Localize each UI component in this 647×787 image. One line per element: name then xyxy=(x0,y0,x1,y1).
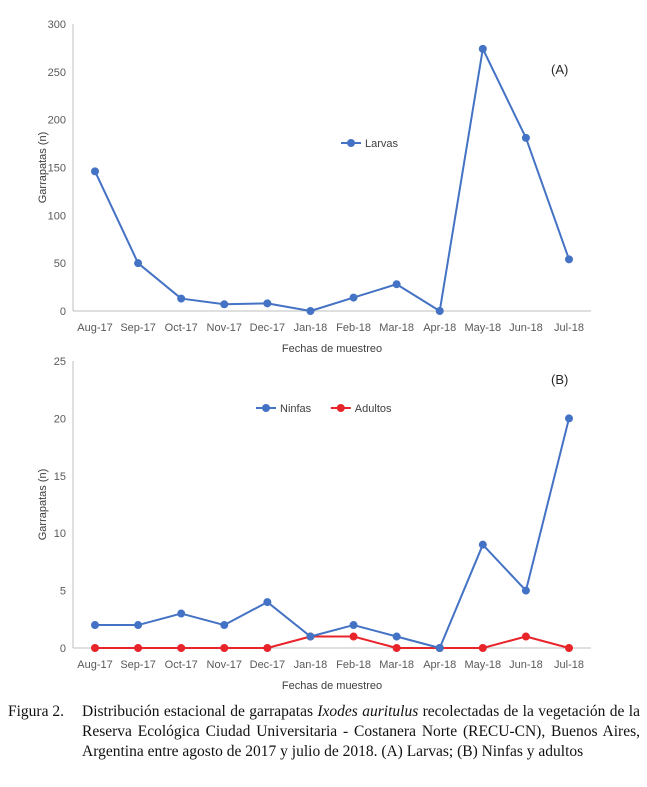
chart2-x-tick-label: Feb-18 xyxy=(336,659,371,671)
chart2-legend-adultos-swatch-marker xyxy=(336,404,345,412)
chart1-y-tick-label: 200 xyxy=(48,115,66,127)
chart2-series-ninfas-point xyxy=(521,586,530,595)
chart1-x-axis-title: Fechas de muestreo xyxy=(282,343,382,355)
chart1-x-tick-label: Mar-18 xyxy=(379,322,414,334)
chart1-series-larvas-point xyxy=(263,299,272,308)
chart2-legend-ninfas-label: Ninfas xyxy=(280,403,312,415)
chart1-y-tick-label: 100 xyxy=(48,210,66,222)
chart2-x-axis-title: Fechas de muestreo xyxy=(282,680,382,692)
chart1-legend-larvas-swatch-marker xyxy=(347,139,355,147)
chart2-x-tick-label: Nov-17 xyxy=(207,659,242,671)
chart2-series-ninfas-point xyxy=(349,621,358,630)
chart1-x-tick-label: Oct-17 xyxy=(165,322,198,334)
chart1-y-tick-label: 50 xyxy=(54,258,66,270)
chart2-series-adultos-line xyxy=(95,635,570,649)
chart2-series-ninfas-point xyxy=(435,644,444,652)
chart2-legend-ninfas-swatch-marker xyxy=(262,404,270,412)
chart1-y-tick-label: 250 xyxy=(48,67,66,79)
chart1-series-larvas-point xyxy=(306,307,315,315)
chart1-y-tick-label: 300 xyxy=(48,19,66,31)
chart1-series-larvas-point xyxy=(521,133,530,142)
chart2-x-tick-label: Mar-18 xyxy=(379,659,414,671)
chart1-x-tick-label: Jun-18 xyxy=(509,322,543,334)
chart2-series-ninfas-point xyxy=(134,621,143,630)
figure-caption: Figura 2. Distribución estacional de gar… xyxy=(8,702,640,762)
chart2-x-tick-label: Jan-18 xyxy=(294,659,328,671)
chart2-series-adultos-point xyxy=(177,644,186,652)
caption-text-before: Distribución estacional de garrapatas xyxy=(82,703,318,720)
chart2-series-ninfas-point xyxy=(177,609,186,618)
chart1-series-larvas-point xyxy=(478,44,487,53)
chart1-x-tick-label: Sep-17 xyxy=(120,322,155,334)
chart2-x-tick-label: Sep-17 xyxy=(120,659,155,671)
chart1-series-larvas-point xyxy=(392,280,401,289)
chart1-x-tick-label: Dec-17 xyxy=(250,322,285,334)
chart2-y-tick-label: 15 xyxy=(54,471,66,483)
chart2-series-ninfas-point xyxy=(263,598,272,607)
chart1-panel-label: (A) xyxy=(551,62,568,77)
chart2-series-ninfas-line xyxy=(95,418,570,649)
chart2-series-adultos-point xyxy=(91,644,99,652)
chart2-x-tick-label: May-18 xyxy=(464,659,501,671)
chart2-series-adultos-point xyxy=(349,632,358,641)
chart2-legend-adultos-label: Adultos xyxy=(355,403,392,415)
chart1-series-larvas-point xyxy=(220,300,229,309)
chart2-y-axis-title: Garrapatas (n) xyxy=(37,469,49,541)
chart1-series-larvas-point xyxy=(435,307,444,315)
chart2-y-tick-label: 5 xyxy=(60,586,66,598)
chart1-y-tick-label: 150 xyxy=(48,163,66,175)
chart2-x-tick-label: Aug-17 xyxy=(77,659,112,671)
chart1-series-larvas-point xyxy=(565,255,573,264)
chart1-x-tick-label: May-18 xyxy=(464,322,501,334)
chart2-x-tick-label: Oct-17 xyxy=(165,659,198,671)
chart2-x-tick-label: Jun-18 xyxy=(509,659,543,671)
chart1-series-larvas-point xyxy=(177,294,186,303)
caption-text: Distribución estacional de garrapatas Ix… xyxy=(82,702,640,762)
caption-species: Ixodes auritulus xyxy=(317,703,419,720)
chart2-series-adultos-point xyxy=(263,644,272,652)
caption-label: Figura 2. xyxy=(8,703,64,720)
chart2-y-tick-label: 20 xyxy=(54,413,66,425)
chart2-series-adultos-point xyxy=(392,644,401,652)
chart2-series-ninfas-point xyxy=(91,621,99,630)
chart2-y-tick-label: 0 xyxy=(60,643,66,655)
chart2-series-adultos-point xyxy=(565,644,573,652)
caption-text-after: recolectadas de la vegetación de la Rese… xyxy=(82,703,640,760)
chart2-series-adultos-point xyxy=(134,644,143,652)
chart2-series-ninfas-point xyxy=(478,540,487,549)
chart1-x-tick-label: Nov-17 xyxy=(207,322,242,334)
chart2-series-adultos-point xyxy=(521,632,530,641)
chart1-series-larvas-point xyxy=(91,167,99,176)
chart2-series-ninfas-point xyxy=(565,414,573,423)
chart1-x-tick-label: Feb-18 xyxy=(336,322,371,334)
chart2-x-tick-label: Apr-18 xyxy=(423,659,456,671)
chart2-series-ninfas-point xyxy=(220,621,229,630)
chart2-panel-label: (B) xyxy=(551,372,568,387)
chart1-series-larvas-point xyxy=(349,293,358,302)
chart2-series-adultos-point xyxy=(220,644,229,652)
chart1-legend-larvas-label: Larvas xyxy=(365,138,399,150)
chart1-y-axis-title: Garrapatas (n) xyxy=(37,132,49,204)
chart1-x-tick-label: Jul-18 xyxy=(554,322,584,334)
chart1-y-tick-label: 0 xyxy=(60,306,66,318)
chart1-series-larvas-line xyxy=(94,47,570,312)
chart2-x-tick-label: Jul-18 xyxy=(554,659,584,671)
chart2-y-tick-label: 10 xyxy=(54,528,66,540)
chart2-series-adultos-point xyxy=(478,644,487,652)
chart2-y-tick-label: 25 xyxy=(54,356,66,368)
chart2-series-ninfas-point xyxy=(306,632,315,641)
chart2-series-ninfas-point xyxy=(392,632,401,641)
chart1-x-tick-label: Aug-17 xyxy=(77,322,112,334)
chart2-x-tick-label: Dec-17 xyxy=(250,659,285,671)
chart1-x-tick-label: Jan-18 xyxy=(294,322,328,334)
chart1-series-larvas-point xyxy=(134,259,143,268)
chart1-x-tick-label: Apr-18 xyxy=(423,322,456,334)
